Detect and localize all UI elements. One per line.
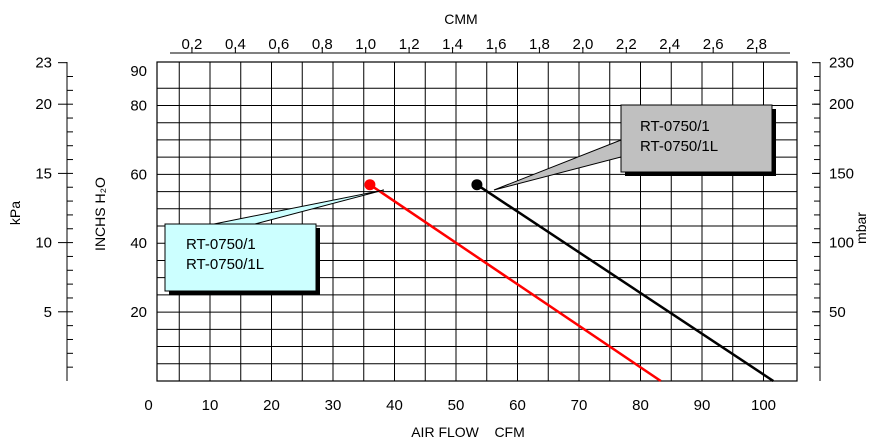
y-right-axis-title: mbar xyxy=(853,212,869,244)
x-top-tick-label: 2.6 xyxy=(703,36,724,53)
callout-1: RT-0750/1 RT-0750/1L xyxy=(493,104,776,191)
axis-titles: CMM AIR FLOW CFM INCHS H₂O kPa mbar xyxy=(7,11,869,440)
y-right-tick-label: 230 xyxy=(829,55,854,72)
x-top-tick-label: 1.2 xyxy=(399,36,420,53)
series-marker-1 xyxy=(471,179,483,191)
callout-label: RT-0750/1 xyxy=(186,236,256,253)
y-far-left-tick-label: 5 xyxy=(44,304,52,321)
x-top-tick-label: 2.2 xyxy=(616,36,637,53)
y-far-left-tick-label: 20 xyxy=(35,96,52,113)
x-top-tick-label: 1.6 xyxy=(486,36,507,53)
x-top-tick-label: 1.8 xyxy=(529,36,550,53)
x-bottom-tick-label: 90 xyxy=(694,397,711,414)
y-far-left-tick-label: 15 xyxy=(35,165,52,182)
x-bottom-tick-label: 80 xyxy=(632,397,649,414)
y-left-tick-label: 60 xyxy=(130,166,147,183)
x-top-tick-label: 2.4 xyxy=(659,36,680,53)
x-top-tick-label: 0.4 xyxy=(225,36,246,53)
series-line-0 xyxy=(369,183,662,383)
y-left-axis-title: INCHS H₂O xyxy=(92,177,108,251)
x-bottom-tick-label: 10 xyxy=(202,397,219,414)
callout-label: RT-0750/1L xyxy=(640,138,718,155)
x-bottom-tick-label: 100 xyxy=(751,397,776,414)
callout-label: RT-0750/1 xyxy=(640,118,710,135)
x-top-tick-label: 0.6 xyxy=(268,36,289,53)
series-marker-0 xyxy=(364,179,376,191)
grid xyxy=(156,61,798,382)
y-far-left-tick-label: 10 xyxy=(35,235,52,252)
x-bottom-tick-label: 70 xyxy=(571,397,588,414)
x-top-tick-label: 0.8 xyxy=(312,36,333,53)
x-top-tick-label: 2.8 xyxy=(746,36,767,53)
y-left-tick-label: 90 xyxy=(130,63,147,80)
x-bottom-tick-label: 40 xyxy=(386,397,403,414)
x-bottom-tick-label: 30 xyxy=(325,397,342,414)
y-left-tick-label: 40 xyxy=(130,235,147,252)
plot-frame xyxy=(156,61,798,382)
x-bottom-tick-label: 20 xyxy=(263,397,280,414)
x-bottom-tick-label: 50 xyxy=(448,397,465,414)
y-far-left-axis-title: kPa xyxy=(7,201,23,225)
y-right-tick-label: 150 xyxy=(829,165,854,182)
series-lines xyxy=(364,179,775,383)
y-right-tick-label: 50 xyxy=(829,304,846,321)
series-line-1 xyxy=(476,183,775,383)
y-left-tick-label: 80 xyxy=(130,97,147,114)
callout-0: RT-0750/1 RT-0750/1L xyxy=(164,189,385,295)
x-top-tick-label: 1.4 xyxy=(442,36,463,53)
x-bottom-tick-label: 0 xyxy=(144,397,152,414)
callouts: RT-0750/1 RT-0750/1L RT-0750/1 RT-0750/1L xyxy=(164,104,776,295)
callout-box xyxy=(620,104,773,173)
y-right-tick-label: 200 xyxy=(829,96,854,113)
y-left-tick-label: 20 xyxy=(130,304,147,321)
y-far-left-tick-label: 23 xyxy=(35,55,52,72)
y-right-tick-label: 100 xyxy=(829,235,854,252)
x-bottom-axis-title: AIR FLOW CFM xyxy=(411,424,525,440)
x-top-tick-label: 0.2 xyxy=(182,36,203,53)
callout-pointer xyxy=(213,189,385,225)
x-top-tick-label: 2.0 xyxy=(572,36,593,53)
x-top-axis-title: CMM xyxy=(444,11,477,27)
x-bottom-tick-label: 60 xyxy=(509,397,526,414)
axes: 0 10 20 30 40 50 60 70 80 90 100 0.2 0.4 0.6 0.8 1.0 1.2… xyxy=(35,36,854,414)
callout-label: RT-0750/1L xyxy=(186,256,264,273)
x-top-tick-label: 1.0 xyxy=(355,36,376,53)
callout-box xyxy=(164,223,317,292)
callout-pointer xyxy=(493,139,622,191)
